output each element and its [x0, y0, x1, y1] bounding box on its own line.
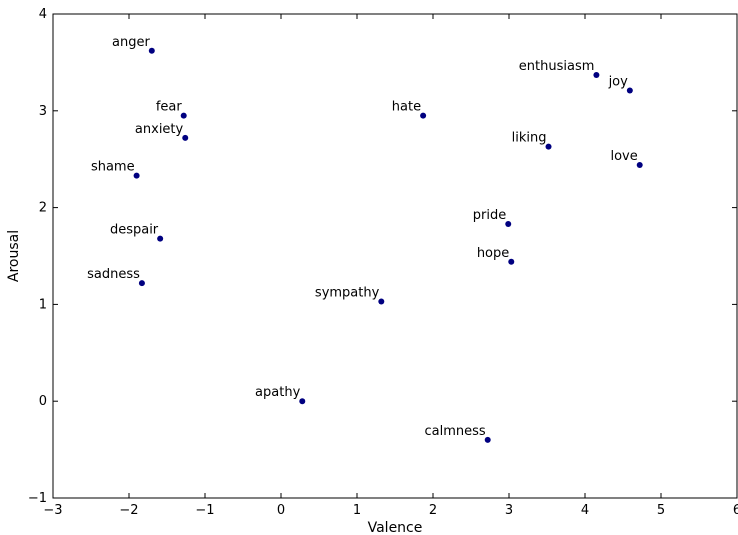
- y-tick-label: 4: [39, 7, 47, 22]
- x-axis-ticks: −3 −2 −1 0 1 2 3 4 5 6: [43, 14, 738, 518]
- x-tick-label: 4: [581, 503, 589, 518]
- point-label-enthusiasm: enthusiasm: [519, 59, 595, 74]
- x-tick-label: −3: [43, 503, 62, 518]
- point-label-despair: despair: [110, 223, 159, 238]
- point-label-hope: hope: [477, 246, 509, 261]
- point-label-anger: anger: [112, 35, 150, 50]
- data-point-fear: [180, 112, 187, 119]
- y-tick-label: 0: [39, 394, 47, 409]
- x-tick-label: 3: [505, 503, 513, 518]
- data-point-despair: [157, 235, 164, 242]
- x-tick-label: 1: [353, 503, 361, 518]
- x-tick-label: 0: [277, 503, 285, 518]
- data-point-hate: [420, 112, 427, 119]
- point-label-fear: fear: [156, 100, 183, 115]
- data-point-shame: [133, 172, 140, 179]
- point-label-shame: shame: [91, 160, 135, 175]
- y-tick-label: 1: [39, 297, 47, 312]
- data-point-enthusiasm: [593, 71, 600, 78]
- y-tick-label: −1: [28, 491, 47, 506]
- data-point-pride: [505, 221, 512, 228]
- y-axis-label: Arousal: [6, 230, 22, 282]
- data-point-hope: [508, 258, 515, 265]
- x-axis-label: Valence: [368, 520, 423, 535]
- point-label-calmness: calmness: [425, 424, 486, 439]
- data-point-liking: [545, 143, 552, 150]
- data-point-sadness: [138, 280, 145, 287]
- point-label-pride: pride: [473, 208, 506, 223]
- point-label-hate: hate: [392, 100, 421, 115]
- x-tick-label: −2: [119, 503, 138, 518]
- data-point-apathy: [299, 398, 306, 405]
- y-tick-label: 3: [39, 104, 47, 119]
- y-tick-label: 2: [39, 201, 47, 216]
- point-label-apathy: apathy: [255, 385, 301, 400]
- x-tick-label: 6: [733, 503, 738, 518]
- data-points: anger fear anxiety shame despair sadness hate e…: [87, 35, 643, 443]
- x-tick-label: −1: [195, 503, 214, 518]
- data-point-anger: [148, 47, 155, 54]
- y-axis-ticks: −1 0 1 2 3 4: [28, 7, 737, 506]
- data-point-calmness: [484, 436, 491, 443]
- point-label-sadness: sadness: [87, 267, 140, 282]
- plot-area: [52, 13, 738, 499]
- data-point-anxiety: [182, 134, 189, 141]
- data-point-sympathy: [378, 298, 385, 305]
- x-tick-label: 2: [429, 503, 437, 518]
- point-label-anxiety: anxiety: [135, 122, 184, 137]
- point-label-love: love: [610, 149, 637, 164]
- x-tick-label: 5: [657, 503, 665, 518]
- point-label-joy: joy: [608, 74, 629, 89]
- data-point-joy: [626, 87, 633, 94]
- point-label-liking: liking: [512, 131, 547, 146]
- point-label-sympathy: sympathy: [315, 285, 380, 300]
- data-point-love: [636, 162, 643, 169]
